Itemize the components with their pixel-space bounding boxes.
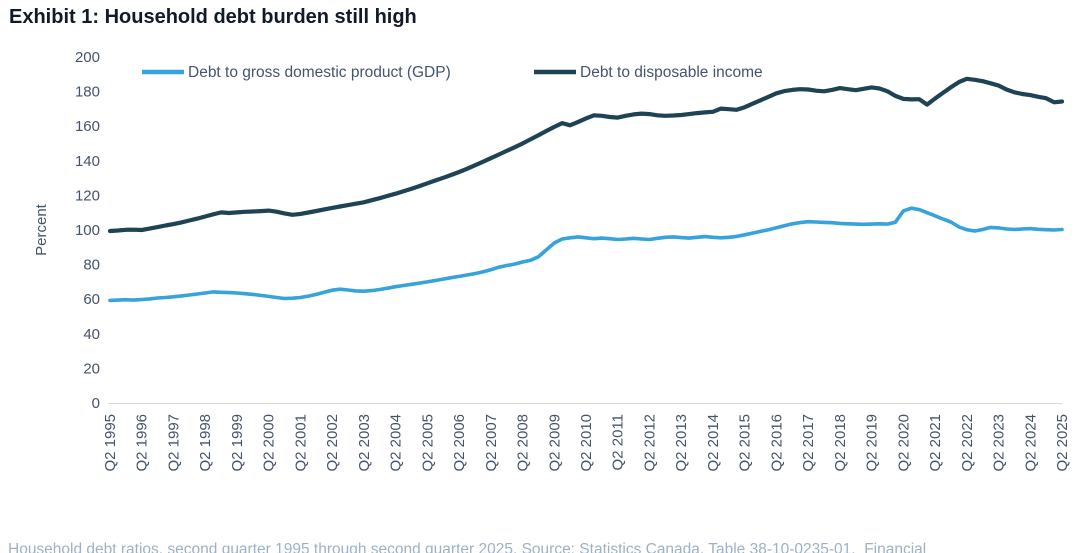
x-axis-tick-label: Q2 2018: [832, 414, 849, 472]
x-axis-tick-label: Q2 1996: [134, 414, 151, 472]
x-axis-tick-label: Q2 2003: [356, 414, 373, 472]
y-axis-tick-label: 0: [92, 395, 100, 412]
x-axis-tick-label: Q2 2008: [515, 414, 532, 472]
x-axis-tick-label: Q2 2020: [895, 414, 912, 472]
exhibit-title: Exhibit 1: Household debt burden still h…: [9, 6, 417, 28]
x-axis-tick-label: Q2 2004: [388, 414, 405, 472]
x-axis-tick-label: Q2 2007: [483, 414, 500, 472]
y-axis-tick-label: 100: [75, 222, 100, 239]
x-axis-tick-label: Q2 1999: [229, 414, 246, 472]
y-axis-tick-label: 180: [75, 84, 100, 101]
x-axis-tick-label: Q2 2005: [419, 414, 436, 472]
x-axis-tick-label: Q2 2019: [864, 414, 881, 472]
x-axis-tick-label: Q2 2023: [991, 414, 1008, 472]
x-axis-tick-label: Q2 1997: [165, 414, 182, 472]
x-axis-tick-label: Q2 2025: [1054, 414, 1071, 472]
x-axis-tick-label: Q2 2002: [324, 414, 341, 472]
x-axis-tick-label: Q2 2016: [768, 414, 785, 472]
x-axis-tick-label: Q2 1995: [102, 414, 119, 472]
x-axis-tick-label: Q2 2013: [673, 414, 690, 472]
y-axis-tick-label: 120: [75, 187, 100, 204]
y-axis-tick-label: 80: [83, 257, 100, 274]
x-axis-tick-label: Q2 2000: [261, 414, 278, 472]
x-axis-tick-label: Q2 2010: [578, 414, 595, 472]
disposable-income-line: [107, 76, 1065, 234]
y-axis-tick-label: 160: [75, 118, 100, 135]
y-axis-title: Percent: [33, 203, 50, 256]
x-axis-tick-label: Q2 2024: [1022, 414, 1039, 472]
x-axis-tick-label: Q2 2011: [610, 414, 627, 470]
x-axis-tick-label: Q2 2009: [546, 414, 563, 472]
x-axis-tick-label: Q2 1998: [197, 414, 214, 472]
y-axis-tick-label: 20: [83, 360, 100, 377]
x-axis-tick-label: Q2 2012: [641, 414, 658, 472]
y-axis-tick-label: 60: [83, 291, 100, 308]
y-axis-tick-label: 140: [75, 153, 100, 170]
x-axis-tick-label: Q2 2001: [292, 414, 309, 472]
x-axis-tick-label: Q2 2006: [451, 414, 468, 472]
household-debt-line-chart: 0 20 40 60 80 100 120 140 160 180 200 Percent Q2 199…: [33, 49, 1071, 472]
y-axis-tick-label: 40: [83, 326, 100, 343]
x-axis-tick-label: Q2 2021: [927, 414, 944, 472]
source-caption: Household debt ratios, second quarter 19…: [8, 495, 1068, 553]
x-axis-tick-label: Q2 2017: [800, 414, 817, 472]
y-axis-tick-label: 200: [75, 49, 100, 66]
x-axis-tick-label: Q2 2014: [705, 414, 722, 472]
legend-label-disposable-income: Debt to disposable income: [580, 64, 763, 81]
x-axis-tick-label: Q2 2015: [737, 414, 754, 472]
x-axis-tick-label: Q2 2022: [959, 414, 976, 472]
gdp-line: [108, 206, 1064, 303]
source-caption-line-1: Household debt ratios, second quarter 19…: [8, 541, 927, 553]
legend-label-gdp: Debt to gross domestic product (GDP): [188, 64, 451, 81]
